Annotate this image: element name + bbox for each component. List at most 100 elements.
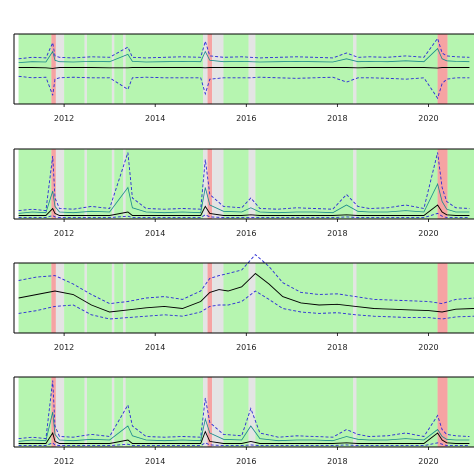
upper-band-line [18, 152, 470, 212]
regime-band-neutral [353, 149, 357, 219]
upper-band-line [18, 253, 474, 305]
x-tick-label: 2020 [418, 229, 438, 238]
regime-band-neutral [353, 377, 357, 447]
regime-band-normal [114, 377, 124, 447]
regime-band-stress [437, 377, 448, 447]
regime-band-normal [64, 149, 85, 219]
regime-band-neutral [203, 34, 208, 104]
regime-band-neutral [123, 377, 126, 447]
regime-band-neutral [111, 377, 115, 447]
regime-band-normal [86, 149, 112, 219]
regime-band-normal [223, 34, 249, 104]
regime-band-normal [114, 34, 124, 104]
lower-band-line [18, 75, 470, 100]
regime-band-neutral [111, 149, 115, 219]
regime-band-stress [207, 377, 213, 447]
regime-band-neutral [353, 263, 357, 333]
regime-band-neutral [84, 149, 87, 219]
median-line [18, 272, 474, 313]
regime-band-neutral [248, 149, 256, 219]
x-tick-label: 2014 [145, 343, 165, 352]
lower-band-line [18, 442, 470, 447]
median-line [18, 204, 470, 216]
regime-band-normal [447, 377, 474, 447]
regime-band-neutral [55, 263, 65, 333]
regime-band-stress [207, 149, 213, 219]
regime-band-normal [18, 34, 52, 104]
regime-band-neutral [123, 34, 126, 104]
x-tick-label: 2012 [54, 457, 74, 466]
regime-band-normal [125, 34, 204, 104]
regime-band-normal [223, 149, 249, 219]
x-tick-label: 2012 [54, 114, 74, 123]
regime-band-neutral [55, 34, 65, 104]
regime-band-neutral [212, 263, 224, 333]
regime-band-normal [86, 34, 112, 104]
regime-band-neutral [203, 263, 208, 333]
regime-band-stress [437, 263, 448, 333]
regime-band-stress [437, 149, 448, 219]
regime-band-normal [356, 377, 438, 447]
regime-band-normal [223, 263, 249, 333]
x-tick-label: 2014 [145, 114, 165, 123]
regime-band-neutral [212, 377, 224, 447]
regime-band-normal [255, 263, 354, 333]
regime-band-neutral [84, 34, 87, 104]
x-tick-label: 2016 [236, 343, 256, 352]
regime-band-normal [356, 263, 438, 333]
regime-band-normal [86, 377, 112, 447]
x-tick-label: 2018 [327, 457, 347, 466]
regime-band-neutral [55, 377, 65, 447]
regime-band-normal [64, 263, 85, 333]
x-tick-label: 2014 [145, 457, 165, 466]
regime-band-normal [64, 377, 85, 447]
regime-band-normal [125, 263, 204, 333]
x-tick-label: 2016 [236, 114, 256, 123]
lower-band-line [18, 212, 470, 219]
regime-band-normal [64, 34, 85, 104]
x-tick-label: 2016 [236, 229, 256, 238]
regime-band-neutral [248, 263, 256, 333]
x-tick-label: 2016 [236, 457, 256, 466]
regime-band-normal [356, 149, 438, 219]
regime-band-neutral [84, 263, 87, 333]
regime-band-normal [356, 34, 438, 104]
median-line [18, 430, 470, 444]
regime-band-stress [51, 149, 56, 219]
regime-band-normal [125, 377, 204, 447]
regime-band-stress [207, 263, 213, 333]
regime-band-normal [18, 263, 52, 333]
regime-band-neutral [84, 377, 87, 447]
regime-band-stress [437, 34, 448, 104]
x-tick-label: 2018 [327, 229, 347, 238]
regime-band-neutral [203, 149, 208, 219]
median-line [18, 67, 470, 69]
regime-band-normal [18, 149, 52, 219]
regime-band-normal [223, 377, 249, 447]
regime-band-neutral [123, 263, 126, 333]
regime-band-neutral [203, 377, 208, 447]
x-tick-label: 2012 [54, 229, 74, 238]
extra-band-line [18, 47, 470, 63]
regime-band-stress [207, 34, 213, 104]
regime-band-normal [255, 149, 354, 219]
regime-band-neutral [55, 149, 65, 219]
regime-band-neutral [111, 263, 115, 333]
upper-band-line [18, 37, 470, 60]
regime-band-neutral [123, 149, 126, 219]
regime-band-neutral [212, 34, 224, 104]
regime-band-normal [255, 377, 354, 447]
regime-band-normal [125, 149, 204, 219]
regime-band-neutral [212, 149, 224, 219]
panel-2: 2012 2014 2016 2018 2020 [13, 148, 474, 238]
panel-3: 2012 2014 2016 2018 2020 [13, 253, 474, 352]
regime-band-normal [114, 149, 124, 219]
regime-band-stress [51, 377, 56, 447]
panel-1: 2012 2014 2016 2018 2020 [13, 33, 474, 123]
regime-band-normal [447, 149, 474, 219]
x-tick-label: 2018 [327, 343, 347, 352]
regime-band-normal [255, 34, 354, 104]
x-tick-label: 2020 [418, 457, 438, 466]
regime-band-neutral [353, 34, 357, 104]
